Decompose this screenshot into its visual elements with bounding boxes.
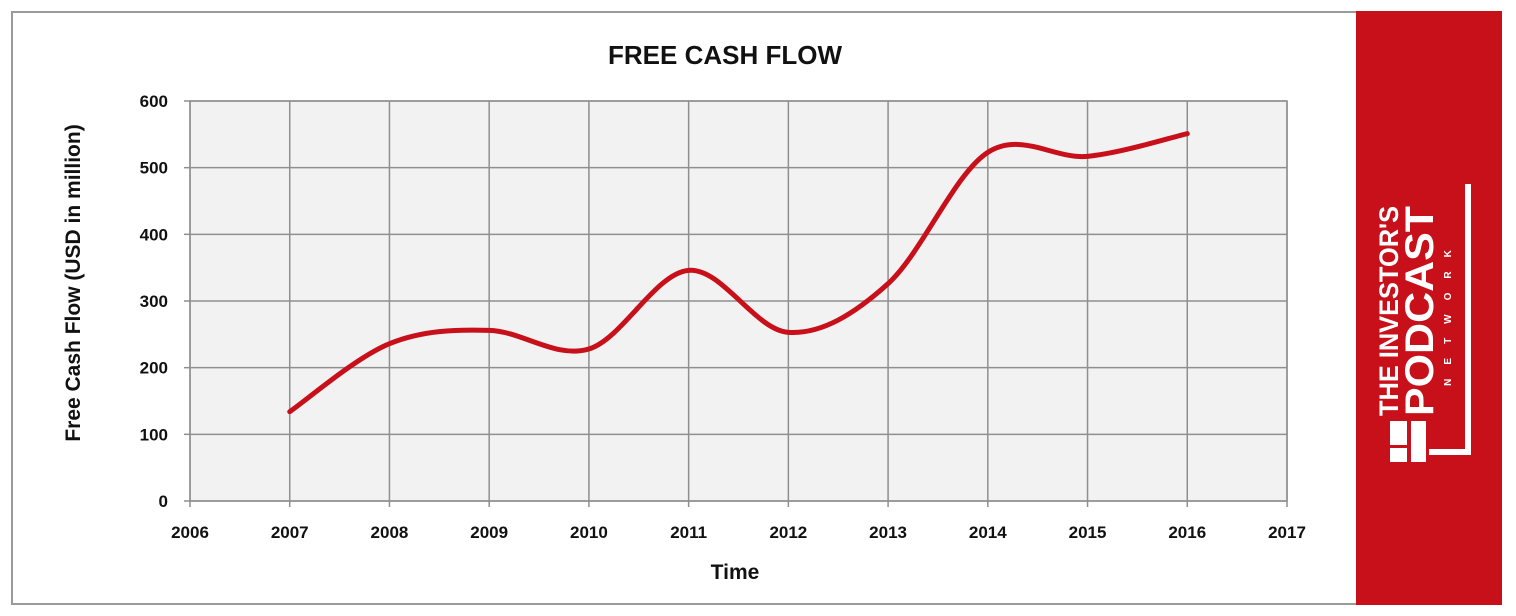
brand-line-1: THE INVESTOR'S [1374,206,1404,416]
y-tick-label: 500 [140,159,168,178]
y-tick-label: 100 [140,425,168,444]
chart-title: FREE CASH FLOW [608,40,842,70]
series-layer [287,131,1190,415]
x-tick-label: 2009 [470,523,508,542]
tick-labels: 2006 2007 2008 2009 2010 2011 2012 2013 2014 2015… [140,92,1306,542]
x-tick-label: 2016 [1168,523,1206,542]
x-tick-label: 2006 [171,523,209,542]
chart: 2006 2007 2008 2009 2010 2011 2012 2013 2014 2015… [62,40,1306,584]
x-tick-label: 2017 [1268,523,1306,542]
series-line [287,131,1190,415]
brand-line-2: PODCAST [1398,206,1442,416]
x-tick-label: 2012 [769,523,807,542]
investors-podcast-logo: THE INVESTOR'S PODCAST NETWORK [1374,184,1471,462]
x-tick-label: 2010 [570,523,608,542]
y-tick-label: 400 [140,225,168,244]
x-tick-label: 2007 [271,523,309,542]
logo-mark-icon [1390,184,1471,462]
brand-line-3: NETWORK [1443,236,1454,386]
x-tick-label: 2011 [670,523,707,542]
y-tick-label: 200 [140,359,168,378]
x-tick-label: 2008 [371,523,409,542]
y-tick-label: 0 [159,492,168,511]
plot-border [189,100,1288,502]
x-tick-label: 2014 [969,523,1007,542]
y-tick-label: 300 [140,292,168,311]
y-tick-label: 600 [140,92,168,111]
axes [184,100,1288,507]
brand-logo-panel: THE INVESTOR'S PODCAST NETWORK [1356,11,1502,605]
x-tick-label: 2013 [869,523,907,542]
x-axis-title: Time [711,561,760,584]
x-tick-label: 2015 [1069,523,1107,542]
y-axis-title: Free Cash Flow (USD in million) [62,124,85,441]
